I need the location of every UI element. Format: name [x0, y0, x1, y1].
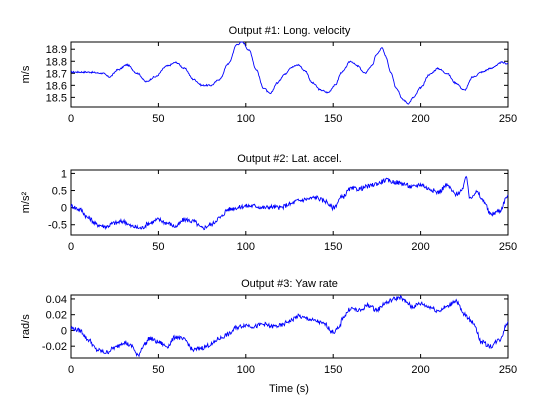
x-tick-label-lat-accel: 150 [324, 241, 342, 253]
x-tick-label-velocity: 200 [411, 113, 429, 125]
x-tick-label-yaw-rate: 100 [237, 364, 255, 376]
x-tick-label-velocity: 250 [499, 113, 517, 125]
y-tick-label-yaw-rate: 0 [61, 325, 67, 337]
plot-yaw-rate: Output #3: Yaw rate rad/s 0 50 100 150 200 250 -… [20, 278, 517, 376]
plot-frame-velocity [70, 41, 509, 108]
x-tick-label-yaw-rate: 0 [68, 364, 74, 376]
plot-title-lat-accel: Output #2: Lat. accel. [237, 153, 342, 165]
plot-title-velocity: Output #1: Long. velocity [229, 25, 351, 37]
x-tick-label-velocity: 100 [237, 113, 255, 125]
series-line-lat-accel [70, 175, 509, 231]
y-tick-label-velocity: 18.9 [46, 44, 67, 56]
x-tick-label-lat-accel: 50 [152, 241, 164, 253]
x-tick-label-velocity: 50 [152, 113, 164, 125]
x-tick-label-yaw-rate: 250 [499, 364, 517, 376]
y-axis-label-velocity: m/s [20, 65, 32, 83]
y-tick-label-lat-accel: -0.5 [48, 220, 67, 232]
y-axis-label-lat-accel: m/s² [20, 191, 32, 213]
plot-title-yaw-rate: Output #3: Yaw rate [241, 278, 338, 290]
y-tick-label-yaw-rate: 0.04 [46, 294, 67, 306]
x-tick-label-lat-accel: 250 [499, 241, 517, 253]
y-tick-label-velocity: 18.7 [46, 68, 67, 80]
y-tick-label-velocity: 18.6 [46, 80, 67, 92]
y-tick-label-velocity: 18.5 [46, 92, 67, 104]
plot-velocity: Output #1: Long. velocity m/s 0 50 100 150 200… [20, 25, 517, 125]
plot-lat-accel: Output #2: Lat. accel. m/s² 0 50 100 150 200 25… [20, 153, 517, 253]
series-line-velocity [70, 41, 509, 105]
plot-frame-yaw-rate [70, 294, 509, 359]
y-tick-label-lat-accel: 0 [61, 203, 67, 215]
x-tick-label-yaw-rate: 50 [152, 364, 164, 376]
figure-x-axis-label: Time (s) [269, 383, 309, 395]
x-tick-label-yaw-rate: 150 [324, 364, 342, 376]
y-tick-label-yaw-rate: 0.02 [46, 310, 67, 322]
x-tick-label-lat-accel: 200 [411, 241, 429, 253]
x-tick-label-lat-accel: 100 [237, 241, 255, 253]
y-tick-label-yaw-rate: -0.02 [42, 341, 67, 353]
y-tick-label-lat-accel: 0.5 [52, 186, 67, 198]
y-axis-label-yaw-rate: rad/s [20, 314, 32, 339]
x-tick-label-velocity: 150 [324, 113, 342, 125]
x-tick-label-velocity: 0 [68, 113, 74, 125]
series-line-yaw-rate [70, 295, 509, 358]
x-tick-label-yaw-rate: 200 [411, 364, 429, 376]
x-tick-label-lat-accel: 0 [68, 241, 74, 253]
y-tick-label-velocity: 18.8 [46, 56, 67, 68]
y-tick-label-lat-accel: 1 [61, 168, 67, 180]
